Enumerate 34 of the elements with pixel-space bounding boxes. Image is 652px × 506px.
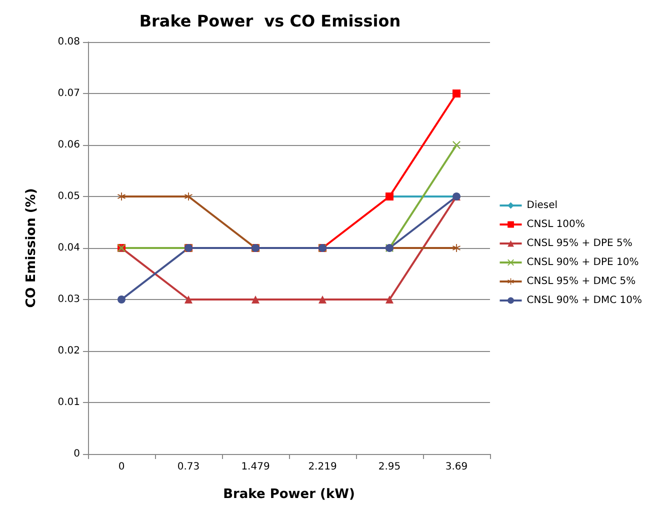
legend-label: Diesel <box>526 200 558 211</box>
y-tick-label: 0.06 <box>58 140 80 150</box>
legend-label: CNSL 95% + DPE 5% <box>526 238 632 249</box>
x-tick-label: 2.95 <box>378 462 401 472</box>
point <box>386 296 394 304</box>
legend-label: CNSL 95% + DMC 5% <box>526 276 636 287</box>
y-axis-title: CO Emission (%) <box>24 188 39 308</box>
legend-label: CNSL 90% + DPE 10% <box>526 257 639 268</box>
x-tick-label: 0 <box>118 462 125 472</box>
point <box>452 244 460 252</box>
legend-label: CNSL 90% + DMC 10% <box>526 295 642 306</box>
point <box>184 192 192 200</box>
y-tick-label: 0 <box>74 448 80 460</box>
point <box>452 141 460 149</box>
y-tick-label: 0.03 <box>58 294 80 305</box>
x-axis-title: Brake Power (kW) <box>223 487 355 502</box>
point <box>318 296 326 304</box>
legend-label: CNSL 100% <box>526 219 585 230</box>
point <box>118 192 126 200</box>
y-tick-label: 0.07 <box>58 88 80 99</box>
y-tick-label: 0.08 <box>58 36 80 48</box>
chart-title: Brake Power vs CO Emission <box>139 12 401 30</box>
point <box>252 296 260 304</box>
y-tick-label: 0.01 <box>58 397 80 408</box>
point <box>118 296 126 304</box>
x-tick-label: 1.479 <box>241 462 270 472</box>
y-tick-label: 0.05 <box>58 191 80 202</box>
point <box>184 296 192 304</box>
point <box>452 90 460 98</box>
x-tick-label: 3.69 <box>445 462 468 472</box>
x-tick-label: 2.219 <box>308 462 337 472</box>
y-tick-label: 0.04 <box>58 242 80 254</box>
x-tick-label: 0.73 <box>177 462 200 472</box>
y-tick-label: 0.02 <box>58 346 80 356</box>
